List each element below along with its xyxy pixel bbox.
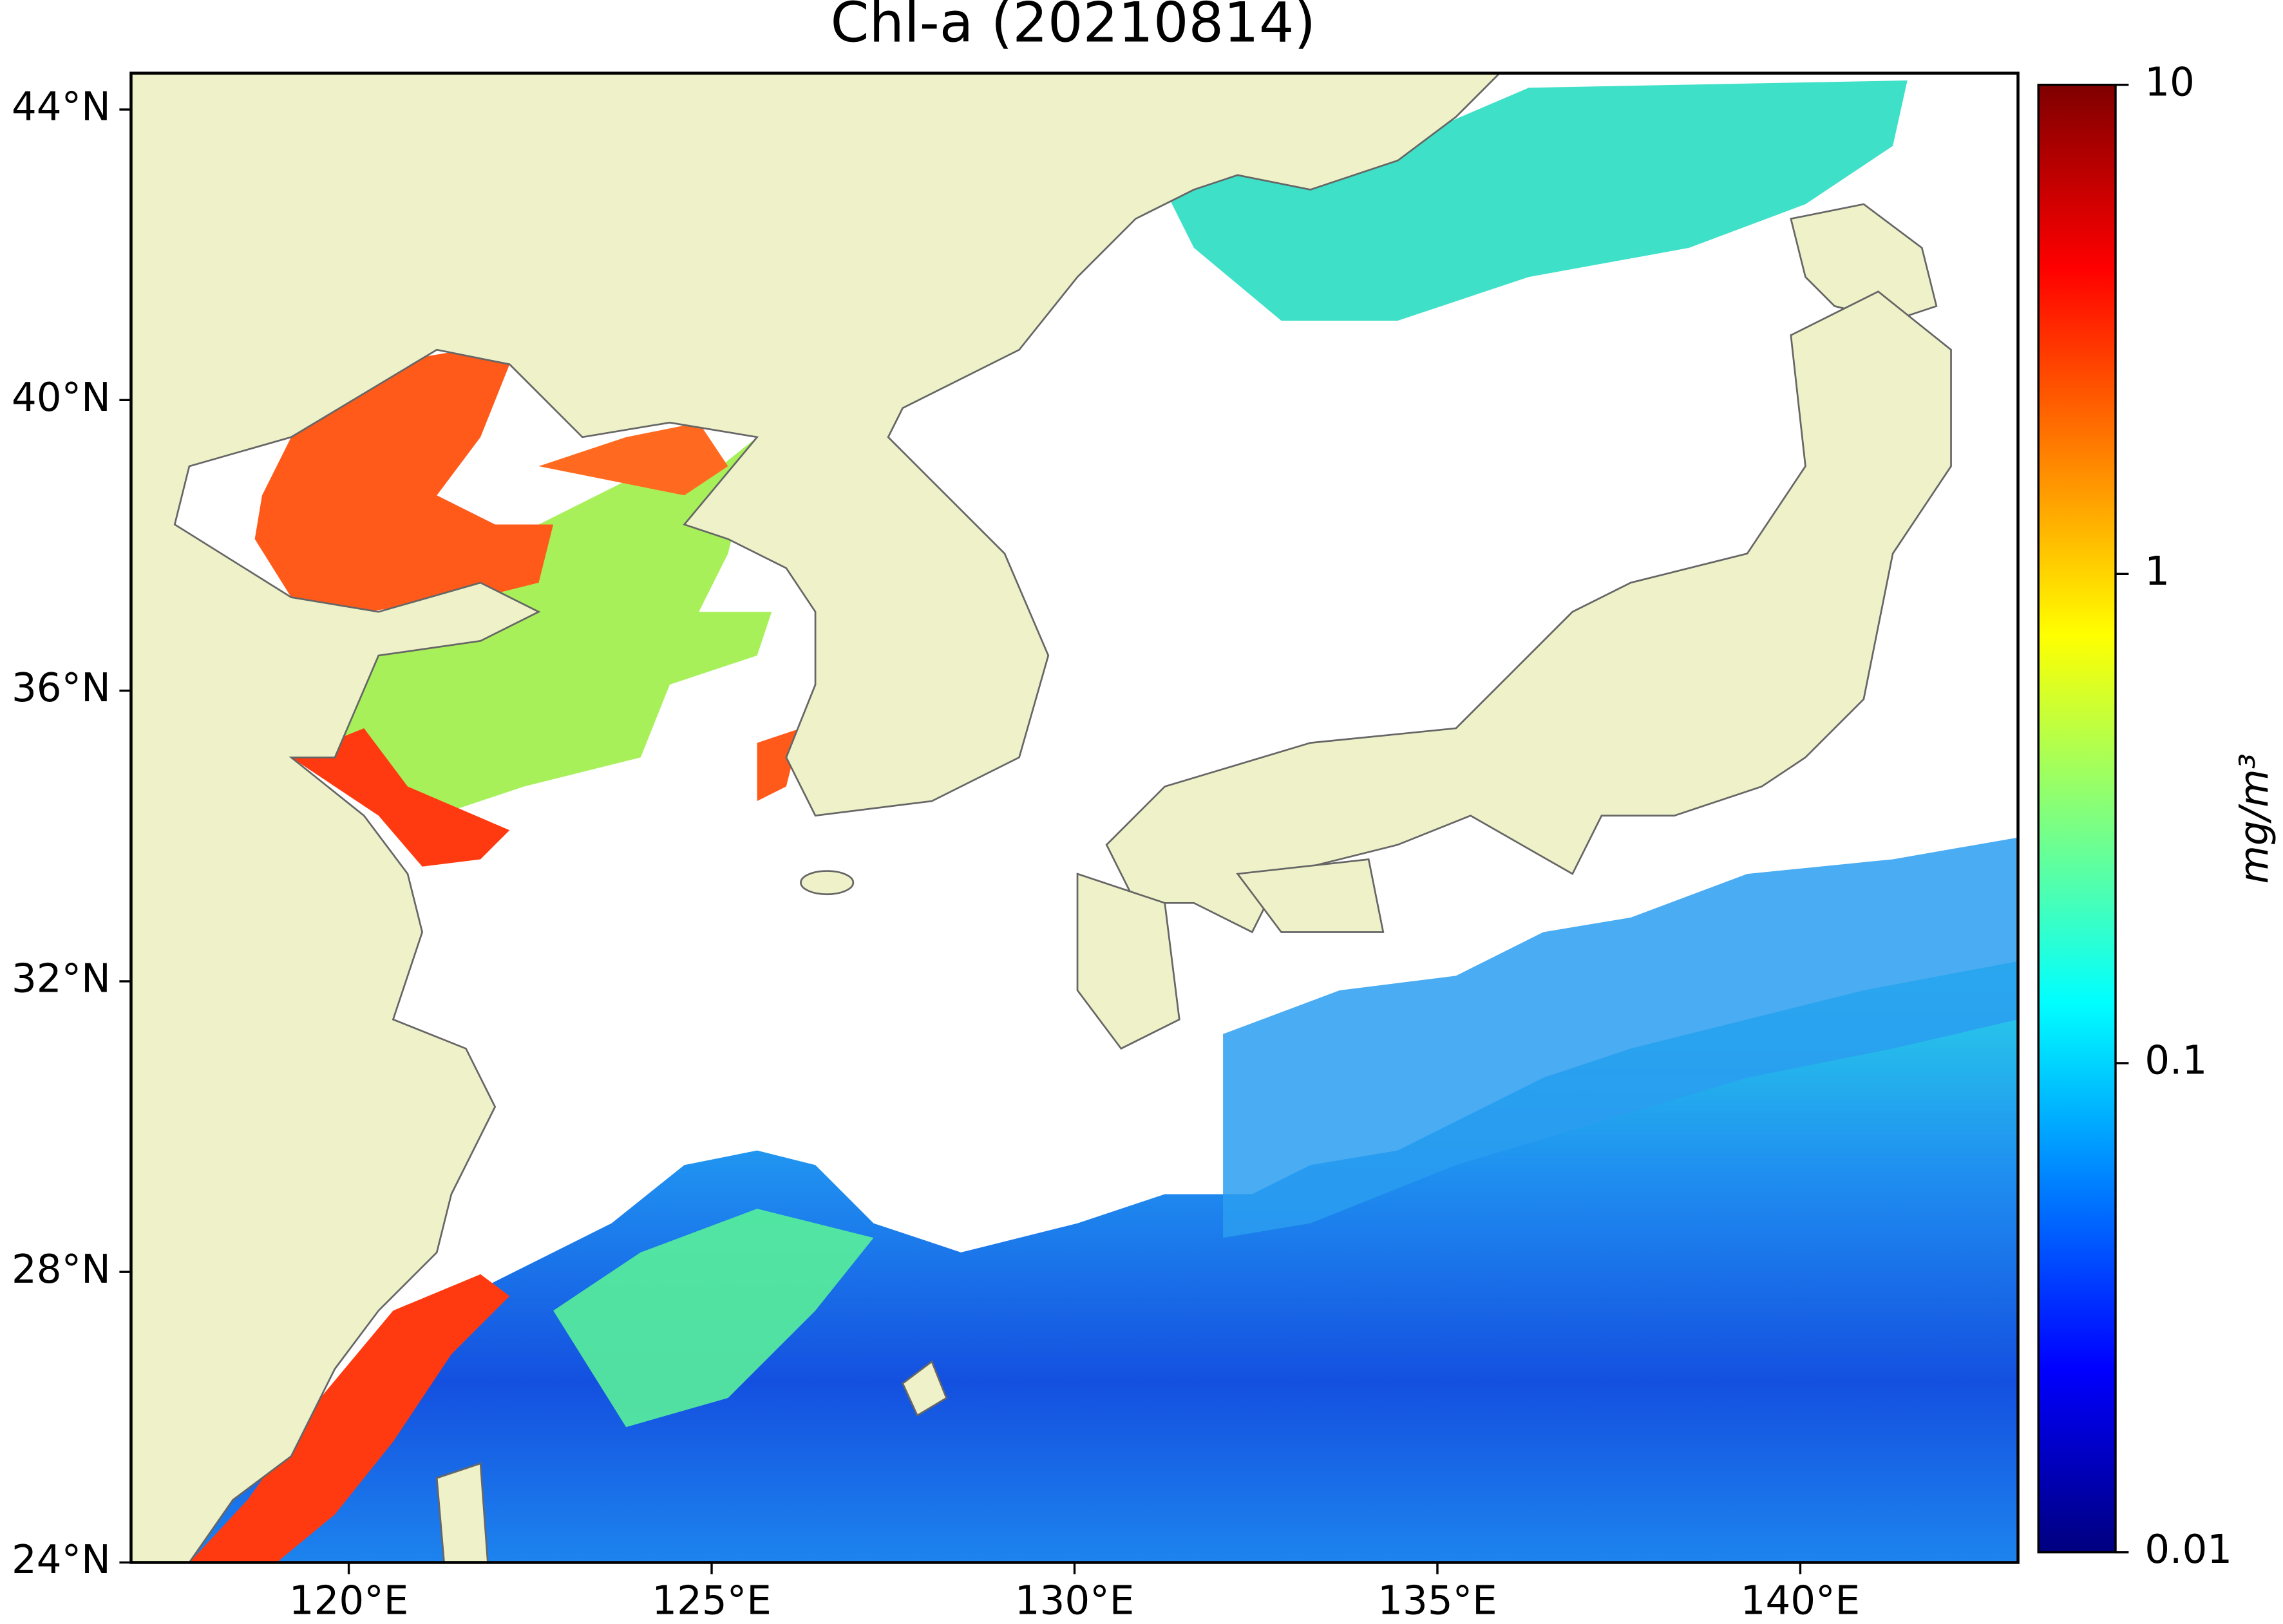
x-tick-label: 120°E bbox=[289, 1578, 409, 1623]
y-tick-label: 36°N bbox=[12, 665, 111, 711]
y-tick-label: 28°N bbox=[12, 1247, 111, 1292]
y-tick-label: 40°N bbox=[12, 375, 111, 420]
ecs-chl bbox=[553, 1209, 874, 1428]
x-tick-label: 125°E bbox=[652, 1578, 772, 1623]
colorbar-tick-label: 0.1 bbox=[2145, 1038, 2207, 1084]
bohai-chl-2 bbox=[538, 422, 728, 496]
yellow-sea-chl bbox=[305, 437, 772, 816]
chart-title: Chl-a (20210814) bbox=[830, 0, 1316, 55]
colorbar-tick-label: 1 bbox=[2145, 549, 2170, 594]
colorbar-label: mg/m³ bbox=[2231, 753, 2277, 884]
colorbar-tick-label: 10 bbox=[2145, 59, 2195, 105]
asia-land bbox=[131, 73, 1501, 1563]
y-tick-label: 24°N bbox=[12, 1537, 111, 1583]
ocean-chl-band bbox=[1223, 837, 2018, 1238]
colorbar bbox=[2037, 84, 2117, 1554]
taiwan bbox=[435, 1462, 489, 1563]
hokkaido bbox=[1790, 203, 1938, 322]
y-tick-label: 32°N bbox=[12, 956, 111, 1001]
x-tick-label: 135°E bbox=[1378, 1578, 1497, 1623]
jiangsu-chl bbox=[291, 728, 510, 867]
bohai-chl bbox=[254, 350, 554, 612]
x-tick-label: 130°E bbox=[1015, 1578, 1135, 1623]
jeju bbox=[800, 870, 855, 896]
map bbox=[131, 73, 2018, 1563]
colorbar-tick-label: 0.01 bbox=[2145, 1527, 2232, 1572]
x-tick-label: 140°E bbox=[1741, 1578, 1861, 1623]
shikoku bbox=[1236, 858, 1385, 933]
zhejiang-chl bbox=[189, 1274, 510, 1563]
japan-sea-chl bbox=[1164, 80, 1908, 321]
kyushu bbox=[1076, 873, 1180, 1050]
y-tick-label: 44°N bbox=[12, 84, 111, 130]
okinawa bbox=[902, 1360, 948, 1417]
